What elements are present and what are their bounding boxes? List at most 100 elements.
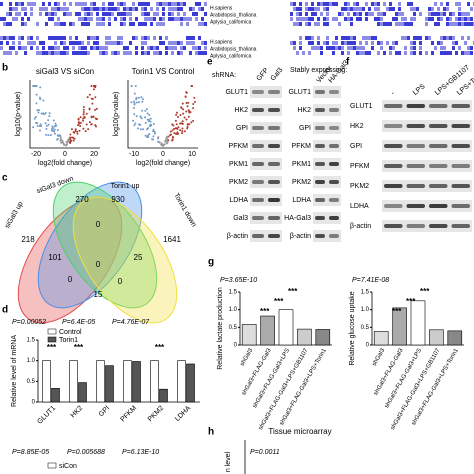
alignment-cell	[171, 17, 174, 21]
alignment-cell	[0, 36, 3, 40]
blot-band	[329, 180, 339, 184]
alignment-cell	[102, 22, 105, 26]
alignment-cell	[114, 7, 117, 11]
alignment-cell	[84, 46, 87, 50]
volcano-dot	[144, 109, 147, 112]
volcano-dot	[193, 100, 196, 103]
alignment-cell	[117, 12, 120, 16]
alignment-cell	[377, 2, 380, 6]
alignment-cell	[299, 12, 302, 16]
volcano-dot	[53, 125, 56, 128]
axis	[29, 80, 100, 149]
alignment-cell	[470, 51, 473, 55]
alignment-cell	[347, 41, 350, 45]
volcano-dot	[88, 93, 91, 96]
alignment-cell	[144, 2, 147, 6]
alignment-cell	[117, 7, 120, 11]
alignment-cell	[470, 17, 473, 21]
alignment-cell	[341, 51, 344, 55]
alignment-cell	[401, 12, 404, 16]
alignment-cell	[195, 17, 198, 21]
volcano-dot	[181, 122, 184, 125]
blot-bg	[313, 86, 341, 98]
alignment-cell	[27, 2, 30, 6]
alignment-cell	[189, 41, 192, 45]
alignment-cell	[437, 17, 440, 21]
volcano-dot	[94, 85, 97, 87]
alignment-cell	[9, 51, 12, 55]
volcano-dot	[152, 135, 155, 138]
blot-band	[329, 162, 339, 166]
volcano-dot	[37, 109, 40, 112]
species-label: H.sapiens	[210, 5, 233, 11]
blot-band	[315, 90, 325, 94]
volcano-dot	[157, 140, 160, 143]
alignment-cell	[96, 7, 99, 11]
alignment-cell	[42, 2, 45, 6]
alignment-cell	[431, 41, 434, 45]
alignment-cell	[401, 22, 404, 26]
alignment-cell	[419, 51, 422, 55]
alignment-cell	[404, 22, 407, 26]
volcano-dot	[53, 130, 56, 133]
volcano-dot	[183, 116, 186, 119]
blot-bg	[313, 194, 341, 206]
volcano-dot	[35, 93, 38, 96]
volcano-dot	[39, 123, 42, 126]
alignment-cell	[359, 17, 362, 21]
alignment-cell	[165, 2, 168, 6]
y-axis-label: n level	[225, 451, 232, 472]
alignment-cell	[404, 46, 407, 50]
x-tick-label: -20	[31, 151, 41, 158]
alignment-cell	[338, 22, 341, 26]
alignment-cell	[299, 46, 302, 50]
alignment-cell	[84, 51, 87, 55]
alignment-cell	[290, 2, 293, 6]
alignment-cell	[404, 17, 407, 21]
blot-band	[329, 90, 339, 94]
alignment-cell	[293, 46, 296, 50]
alignment-cell	[84, 17, 87, 21]
alignment-cell	[96, 46, 99, 50]
species-label: Aplysia_californica	[210, 19, 252, 25]
volcano-dot	[145, 108, 148, 111]
alignment-cell	[138, 2, 141, 6]
alignment-cell	[24, 12, 27, 16]
p-value: P=0.005688	[67, 449, 105, 456]
alignment-cell	[117, 41, 120, 45]
volcano-dot	[40, 125, 43, 128]
alignment-cell	[78, 17, 81, 21]
volcano-dot	[189, 111, 192, 114]
volcano-dot	[93, 85, 96, 87]
protein-label: PFKM	[292, 143, 312, 150]
blot-band	[384, 224, 403, 228]
y-tick-label: 0	[234, 343, 238, 349]
alignment-cell	[305, 12, 308, 16]
legend-label: Control	[59, 329, 82, 336]
alignment-cell	[398, 12, 401, 16]
alignment-cell	[162, 7, 165, 11]
alignment-cell	[99, 46, 102, 50]
alignment-cell	[180, 17, 183, 21]
x-tick-label: 0	[63, 151, 67, 158]
volcano-dot	[173, 131, 176, 134]
alignment-cell	[365, 12, 368, 16]
alignment-cell	[153, 12, 156, 16]
volcano-dot	[165, 137, 168, 140]
alignment-cell	[99, 22, 102, 26]
volcano-dot	[56, 134, 59, 137]
alignment-cell	[362, 46, 365, 50]
alignment-cell	[290, 41, 293, 45]
blot-band	[384, 144, 403, 148]
alignment-cell	[452, 46, 455, 50]
alignment-cell	[371, 46, 374, 50]
alignment-cell	[63, 41, 66, 45]
alignment-cell	[389, 46, 392, 50]
alignment-cell	[347, 46, 350, 50]
legend-label: siCon	[59, 463, 77, 470]
alignment-cell	[410, 51, 413, 55]
volcano-dot	[47, 134, 50, 137]
alignment-cell	[156, 7, 159, 11]
blot-bg	[382, 160, 472, 172]
alignment-cell	[461, 17, 464, 21]
